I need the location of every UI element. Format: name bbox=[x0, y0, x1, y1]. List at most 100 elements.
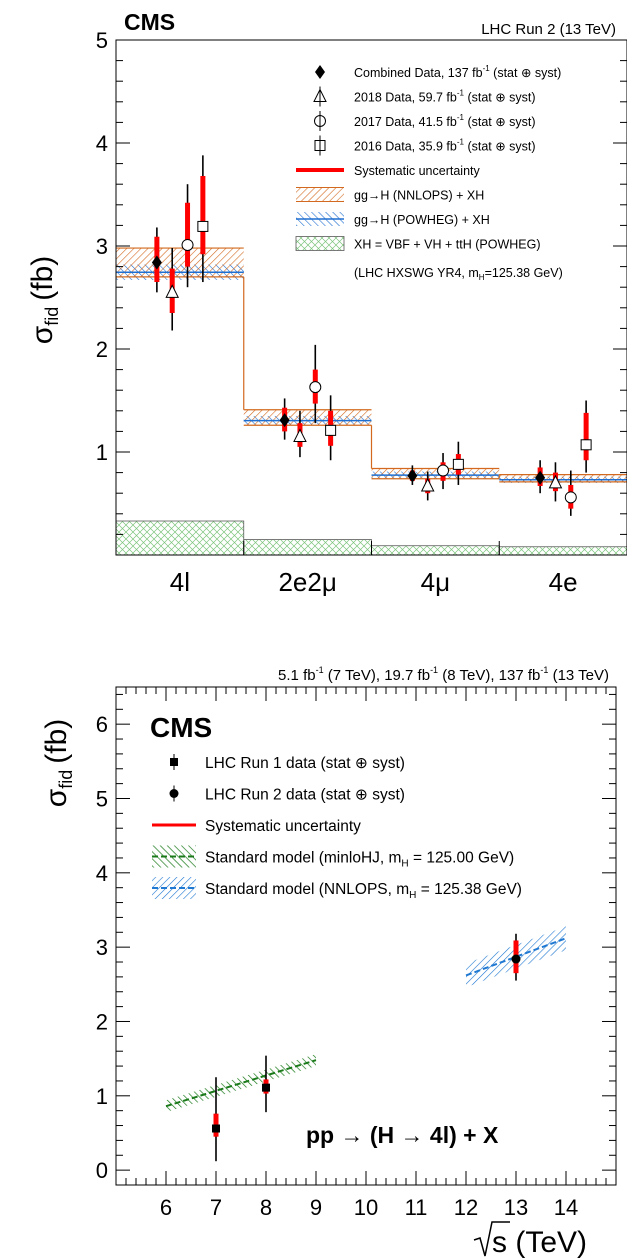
legend-diamond-icon bbox=[315, 65, 325, 79]
legend-square-icon bbox=[170, 758, 178, 766]
legend-entry-label: Standard model (NNLOPS, mH = 125.38 GeV) bbox=[205, 881, 522, 901]
x-tick-label: 7 bbox=[210, 1195, 222, 1220]
legend-entry-label: Standard model (minloHJ, mH = 125.00 GeV… bbox=[205, 850, 514, 870]
bottom-panel: 5.1 fb-1 (7 TeV), 19.7 fb-1 (8 TeV), 137… bbox=[40, 665, 617, 1259]
legend-orange-hatch-icon bbox=[296, 187, 344, 202]
legend-circle-icon bbox=[169, 789, 179, 798]
top-ylabel-unit: (fb) bbox=[26, 256, 59, 301]
top-data-points bbox=[151, 155, 592, 516]
legend-entry-label: 2016 Data, 35.9 fb-1 (stat ⊕ syst) bbox=[354, 138, 536, 154]
y-tick-label: 5 bbox=[96, 786, 108, 811]
circle-marker bbox=[181, 238, 194, 251]
y-tick-label: 3 bbox=[96, 234, 108, 259]
triangle-marker bbox=[293, 428, 307, 443]
legend-green-hatch-icon bbox=[295, 236, 345, 251]
triangle-marker bbox=[165, 284, 180, 298]
top-legend: Combined Data, 137 fb-1 (stat ⊕ syst) 201… bbox=[295, 64, 561, 252]
run2-marker bbox=[511, 954, 521, 964]
xh-band bbox=[115, 520, 245, 556]
y-tick-label: 5 bbox=[96, 28, 108, 53]
bottom-ylabel-sub: fid bbox=[56, 770, 76, 789]
svg-text:σfid(fb): σfid (fb) bbox=[26, 256, 62, 345]
bottom-x-axis-title: s (TeV) bbox=[473, 1221, 587, 1259]
circle-marker bbox=[564, 491, 577, 504]
y-tick-label: 3 bbox=[96, 935, 108, 960]
top-y-axis-title: σfid (fb) bbox=[26, 256, 62, 345]
process-label: pp → (H → 4l) + X bbox=[306, 1122, 499, 1148]
legend-entry-label: LHC Run 2 data (stat ⊕ syst) bbox=[205, 787, 405, 804]
x-tick-label: 12 bbox=[454, 1195, 478, 1220]
bottom-y-ticks: 0 1 2 3 4 5 6 bbox=[96, 693, 616, 1186]
diamond-marker bbox=[279, 413, 290, 428]
legend-entry-label: 2017 Data, 41.5 fb-1 (stat ⊕ syst) bbox=[354, 113, 536, 129]
top-plot-frame bbox=[115, 39, 627, 556]
top-experiment-label: CMS bbox=[124, 9, 175, 35]
bottom-lumi-header: 5.1 fb-1 (7 TeV), 19.7 fb-1 (8 TeV), 137… bbox=[278, 665, 609, 684]
bottom-data-points bbox=[212, 933, 521, 1162]
y-tick-label: 1 bbox=[96, 440, 108, 465]
y-tick-label: 2 bbox=[96, 337, 108, 362]
y-tick-label: 6 bbox=[96, 712, 108, 737]
category-label: 2e2μ bbox=[278, 567, 336, 597]
x-tick-label: 9 bbox=[310, 1195, 322, 1220]
x-tick-label: 14 bbox=[554, 1195, 578, 1220]
bottom-y-axis-title: σfid (fb) bbox=[40, 719, 76, 808]
minloHJ-center-line bbox=[165, 1059, 317, 1108]
bottom-plot-frame bbox=[115, 686, 617, 1186]
circle-marker bbox=[437, 464, 450, 477]
y-tick-label: 2 bbox=[96, 1009, 108, 1034]
x-tick-label: 8 bbox=[260, 1195, 272, 1220]
square-marker bbox=[452, 458, 464, 470]
x-tick-label: 13 bbox=[504, 1195, 528, 1220]
category-label: 4μ bbox=[421, 567, 450, 597]
minloHJ-band bbox=[166, 1054, 316, 1113]
diamond-marker bbox=[151, 255, 162, 270]
diamond-marker bbox=[535, 470, 546, 485]
legend-entry-label: Systematic uncertainty bbox=[205, 818, 361, 835]
category-label: 4l bbox=[170, 567, 190, 597]
square-marker bbox=[325, 424, 337, 436]
xh-band bbox=[498, 546, 627, 556]
y-tick-label: 4 bbox=[96, 131, 108, 156]
x-tick-label: 6 bbox=[160, 1195, 172, 1220]
top-ylabel-symbol: σ bbox=[26, 325, 59, 344]
bottom-x-ticks: 6 7 8 9 10 11 12 13 14 bbox=[125, 687, 607, 1220]
top-category-labels: 4l 2e2μ 4μ 4e bbox=[170, 541, 578, 597]
xh-band bbox=[371, 545, 500, 556]
diamond-marker bbox=[407, 468, 418, 483]
square-marker bbox=[580, 439, 592, 451]
x-tick-label: 10 bbox=[354, 1195, 378, 1220]
top-prediction-bands bbox=[115, 247, 627, 556]
run1-marker bbox=[212, 1124, 220, 1133]
top-ylabel-sub: fid bbox=[42, 307, 62, 326]
x-tick-label: 11 bbox=[405, 1195, 428, 1220]
run1-marker bbox=[262, 1083, 270, 1092]
bottom-ylabel-unit: (fb) bbox=[40, 719, 73, 764]
legend-entry-label: Combined Data, 137 fb-1 (stat ⊕ syst) bbox=[354, 64, 561, 80]
nnlops-band bbox=[243, 409, 372, 426]
nnlops-band bbox=[499, 474, 627, 482]
legend-entry-label: 2018 Data, 59.7 fb-1 (stat ⊕ syst) bbox=[354, 89, 536, 105]
legend-entry-label: XH = VBF + VH + ttH (POWHEG) bbox=[354, 238, 541, 252]
nnlops-band bbox=[371, 468, 500, 479]
bottom-legend: LHC Run 1 data (stat ⊕ syst) LHC Run 2 da… bbox=[152, 754, 522, 901]
category-label: 4e bbox=[549, 567, 578, 597]
legend-entry-label: Systematic uncertainty bbox=[354, 164, 480, 178]
legend-entry-label: gg→H (NNLOPS) + XH bbox=[354, 189, 484, 203]
top-run-header: LHC Run 2 (13 TeV) bbox=[481, 21, 616, 38]
triangle-marker bbox=[420, 477, 435, 492]
square-marker bbox=[197, 220, 209, 232]
y-tick-label: 1 bbox=[96, 1084, 108, 1109]
xh-band bbox=[243, 539, 372, 556]
bottom-ylabel-symbol: σ bbox=[40, 788, 73, 807]
bottom-experiment-label: CMS bbox=[150, 712, 212, 743]
triangle-marker bbox=[548, 474, 563, 489]
bottom-prediction-bands bbox=[165, 926, 567, 1113]
top-panel: CMS LHC Run 2 (13 TeV) σfid (fb) 1 2 3 4 5 4l… bbox=[26, 9, 627, 597]
y-tick-label: 4 bbox=[96, 861, 108, 886]
top-legend-note: (LHC HXSWG YR4, mH=125.38 GeV) bbox=[354, 266, 563, 282]
sqrt-sign-icon bbox=[473, 1221, 510, 1257]
y-tick-label: 0 bbox=[96, 1158, 108, 1183]
legend-entry-label: LHC Run 1 data (stat ⊕ syst) bbox=[205, 755, 405, 772]
